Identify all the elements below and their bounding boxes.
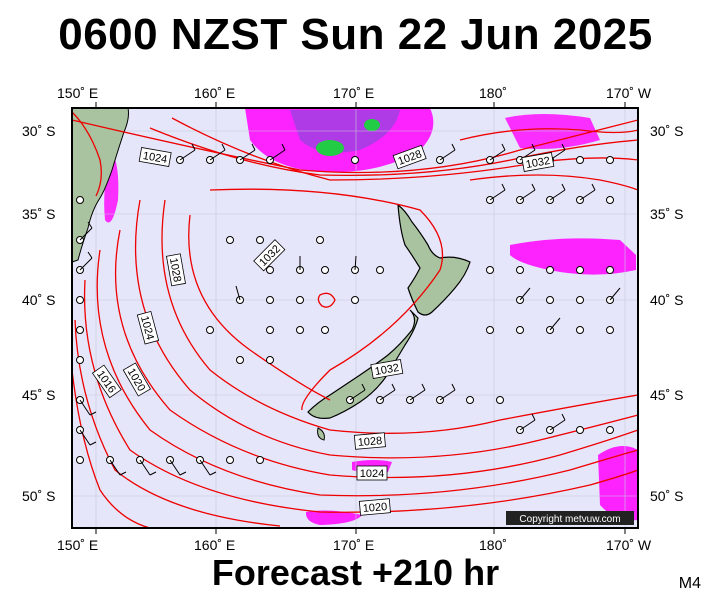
- forecast-hour-label: Forecast +210 hr: [211, 552, 500, 593]
- isobar-label: 1020: [362, 501, 387, 515]
- nz-north-island: [397, 203, 471, 316]
- lon-label-bottom: 170˚ E: [333, 537, 375, 553]
- isobar-labels: 1024 1028 1032 1028 1032 1024 1020 1016 …: [91, 144, 555, 516]
- lat-label-right: 35˚ S: [650, 206, 684, 222]
- isobar-label: 1024: [360, 468, 384, 480]
- isobar-label: 1032: [525, 155, 551, 171]
- lat-label-left: 50˚ S: [22, 488, 56, 504]
- wind-barbs: [79, 143, 621, 476]
- lat-label-left: 40˚ S: [22, 292, 56, 308]
- copyright-text: Copyright metvuw.com: [519, 514, 620, 525]
- isobar-label: 1028: [167, 257, 183, 283]
- rainfall-areas: [104, 108, 638, 525]
- lat-label-right: 45˚ S: [650, 387, 684, 403]
- lon-label-top: 170˚ E: [333, 85, 375, 101]
- axis-ticks: [95, 102, 626, 534]
- isobar-label: 1032: [374, 362, 400, 378]
- lat-label-right: 30˚ S: [650, 123, 684, 139]
- lon-label-top: 170˚ W: [606, 85, 652, 101]
- map-frame: [71, 107, 639, 529]
- model-label: M4: [678, 575, 701, 592]
- lon-label-bottom: 180˚: [479, 537, 508, 553]
- sea-area: [72, 108, 638, 528]
- lat-label-left: 35˚ S: [22, 206, 56, 222]
- lon-label-bottom: 170˚ W: [606, 537, 652, 553]
- lat-label-right: 50˚ S: [650, 488, 684, 504]
- map-title: 0600 NZST Sun 22 Jun 2025: [58, 10, 653, 59]
- lon-label-bottom: 150˚ E: [57, 537, 99, 553]
- stewart-island: [317, 427, 325, 441]
- lat-label-left: 45˚ S: [22, 387, 56, 403]
- lat-label-right: 40˚ S: [650, 292, 684, 308]
- lon-label-top: 150˚ E: [57, 85, 99, 101]
- copyright-box: [506, 511, 634, 525]
- isobar-label: 1028: [357, 435, 382, 449]
- lat-label-left: 30˚ S: [22, 123, 56, 139]
- lon-label-bottom: 160˚ E: [194, 537, 236, 553]
- lon-label-top: 160˚ E: [194, 85, 236, 101]
- lon-label-top: 180˚: [479, 85, 508, 101]
- isobar-label: 1024: [142, 150, 168, 166]
